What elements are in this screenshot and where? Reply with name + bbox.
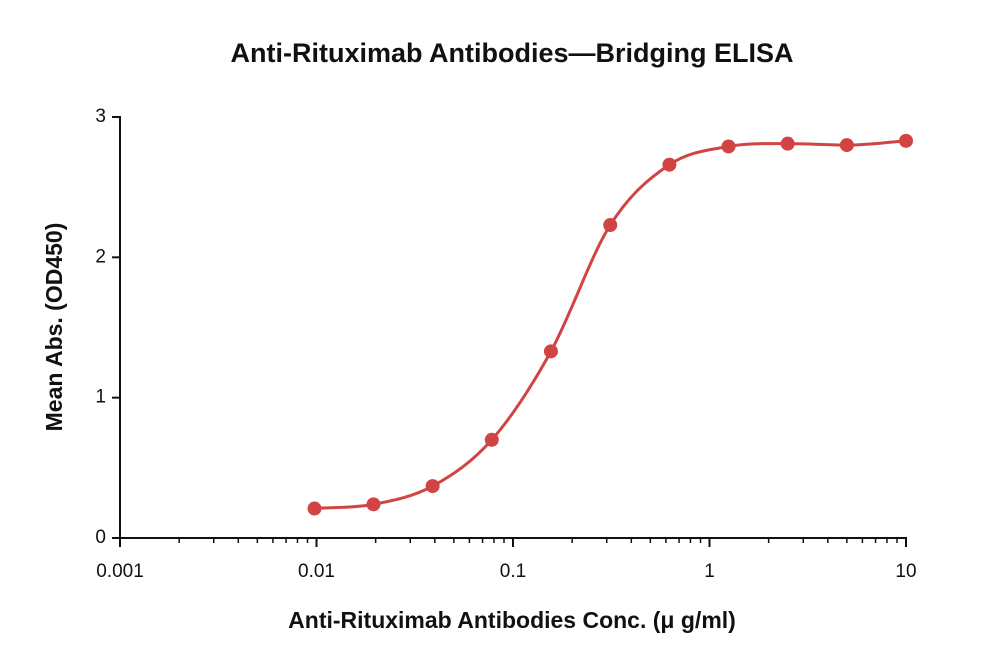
data-point xyxy=(425,479,440,494)
x-tick-label: 0.1 xyxy=(500,561,526,582)
data-point xyxy=(307,501,322,516)
data-point xyxy=(543,344,558,359)
x-axis-title: Anti-Rituximab Antibodies Conc. (μ g/ml) xyxy=(288,607,736,633)
data-point xyxy=(662,157,677,172)
chart-title: Anti-Rituximab Antibodies—Bridging ELISA xyxy=(231,38,794,68)
data-point xyxy=(899,133,913,148)
y-tick-label: 0 xyxy=(95,527,106,548)
y-tick-label: 1 xyxy=(95,387,106,408)
data-point xyxy=(603,218,618,233)
x-tick-label: 1 xyxy=(704,561,715,582)
x-tick-label: 10 xyxy=(895,561,916,582)
y-tick-label: 2 xyxy=(95,246,106,267)
data-point xyxy=(721,139,736,154)
y-axis-title: Mean Abs. (OD450) xyxy=(41,223,67,432)
y-tick-label: 3 xyxy=(95,106,106,127)
data-point xyxy=(780,136,795,151)
data-point xyxy=(366,497,381,512)
x-tick-label: 0.01 xyxy=(298,561,335,582)
fit-line xyxy=(314,139,907,511)
x-tick-label: 0.001 xyxy=(96,561,144,582)
data-point xyxy=(839,138,854,153)
data-point xyxy=(484,432,499,447)
